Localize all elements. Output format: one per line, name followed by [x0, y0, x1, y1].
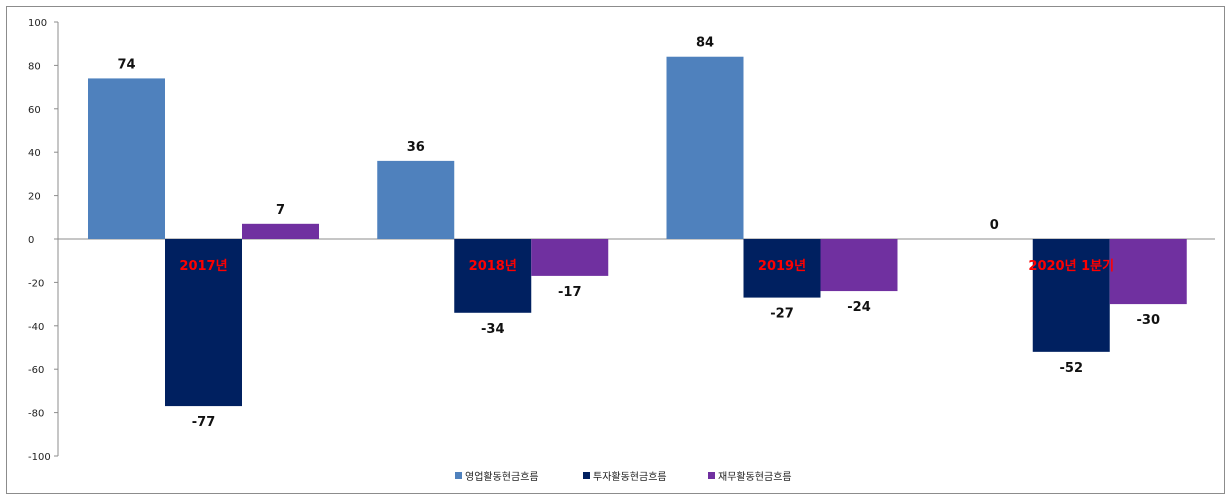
bar-2019년-영업활동현금흐름 [666, 56, 744, 239]
category-label: 2017년 [179, 259, 227, 274]
data-label: -27 [770, 307, 794, 322]
data-label: 84 [696, 36, 714, 51]
legend-swatch [708, 472, 715, 479]
bar-2018년-투자활동현금흐름 [454, 239, 532, 313]
data-label: 74 [117, 57, 135, 72]
y-tick-label: 20 [28, 192, 41, 203]
bar-2019년-재무활동현금흐름 [820, 239, 898, 292]
legend-swatch [455, 472, 462, 479]
data-label: -34 [481, 322, 505, 337]
data-label: -77 [192, 415, 216, 430]
y-tick-label: -40 [28, 322, 44, 333]
bars-group [88, 56, 1187, 407]
y-tick-label: 0 [28, 235, 34, 246]
y-tick-label: 100 [28, 18, 47, 29]
data-label: -52 [1060, 361, 1084, 376]
legend-label: 투자활동현금흐름 [593, 470, 667, 483]
y-tick-label: 60 [28, 105, 41, 116]
category-label: 2020년 1분기 [1028, 259, 1114, 274]
y-tick-label: 40 [28, 148, 41, 159]
data-label: -30 [1137, 313, 1161, 328]
y-tick-label: 80 [28, 61, 41, 72]
legend: 영업활동현금흐름 투자활동현금흐름 재무활동현금흐름 [455, 470, 792, 483]
bar-2017년-재무활동현금흐름 [242, 223, 319, 239]
data-labels-group: 74 -77 7 36 -34 -17 84 -27 -24 0 -52 -30 [117, 36, 1160, 430]
legend-swatch [583, 472, 590, 479]
bar-2020년 1분기-재무활동현금흐름 [1109, 239, 1187, 305]
category-label: 2019년 [758, 259, 806, 274]
bar-2017년-영업활동현금흐름 [88, 78, 165, 239]
legend-label: 재무활동현금흐름 [718, 470, 792, 483]
y-axis-ticks: 100 80 60 40 20 0 -20 -40 -60 -80 -100 [28, 18, 58, 463]
data-label: -24 [847, 300, 871, 315]
bar-2017년-투자활동현금흐름 [165, 239, 242, 407]
y-tick-label: -80 [28, 409, 44, 420]
data-label: 36 [407, 140, 425, 155]
data-label: -17 [558, 285, 582, 300]
bar-2018년-재무활동현금흐름 [531, 239, 609, 276]
legend-label: 영업활동현금흐름 [465, 470, 539, 483]
data-label: 0 [990, 218, 999, 233]
bar-2018년-영업활동현금흐름 [377, 160, 455, 239]
y-tick-label: -20 [28, 278, 44, 289]
y-tick-label: -60 [28, 365, 44, 376]
data-label: 7 [276, 203, 285, 218]
bar-2019년-투자활동현금흐름 [743, 239, 821, 298]
bar-2020년 1분기-투자활동현금흐름 [1032, 239, 1110, 352]
category-labels-group: 2017년 2018년 2019년 2020년 1분기 [179, 259, 1114, 274]
y-tick-label: -100 [28, 452, 51, 463]
category-label: 2018년 [469, 259, 517, 274]
